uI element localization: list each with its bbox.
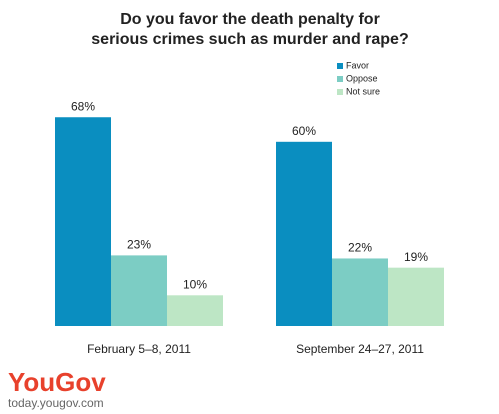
value-label: 22% xyxy=(348,241,372,255)
legend-swatch xyxy=(337,76,343,82)
value-label: 23% xyxy=(127,238,151,252)
value-label: 19% xyxy=(404,250,428,264)
bar xyxy=(388,267,444,326)
legend-swatch xyxy=(337,63,343,69)
x-tick-label: September 24–27, 2011 xyxy=(296,342,424,356)
legend-label: Oppose xyxy=(346,73,378,83)
bar xyxy=(167,295,223,326)
bar xyxy=(111,255,167,326)
bar xyxy=(276,141,332,326)
legend-label: Not sure xyxy=(346,86,380,96)
legend-swatch xyxy=(337,89,343,95)
legend-label: Favor xyxy=(346,60,369,70)
chart-title: Do you favor the death penalty for serio… xyxy=(91,11,409,48)
bar xyxy=(55,117,111,327)
logo: YouGov xyxy=(8,367,106,397)
bar xyxy=(332,258,388,326)
value-label: 60% xyxy=(292,124,316,138)
value-label: 68% xyxy=(71,99,95,113)
x-tick-label: February 5–8, 2011 xyxy=(87,342,191,356)
value-label: 10% xyxy=(183,277,207,291)
website: today.yougov.com xyxy=(8,396,104,410)
